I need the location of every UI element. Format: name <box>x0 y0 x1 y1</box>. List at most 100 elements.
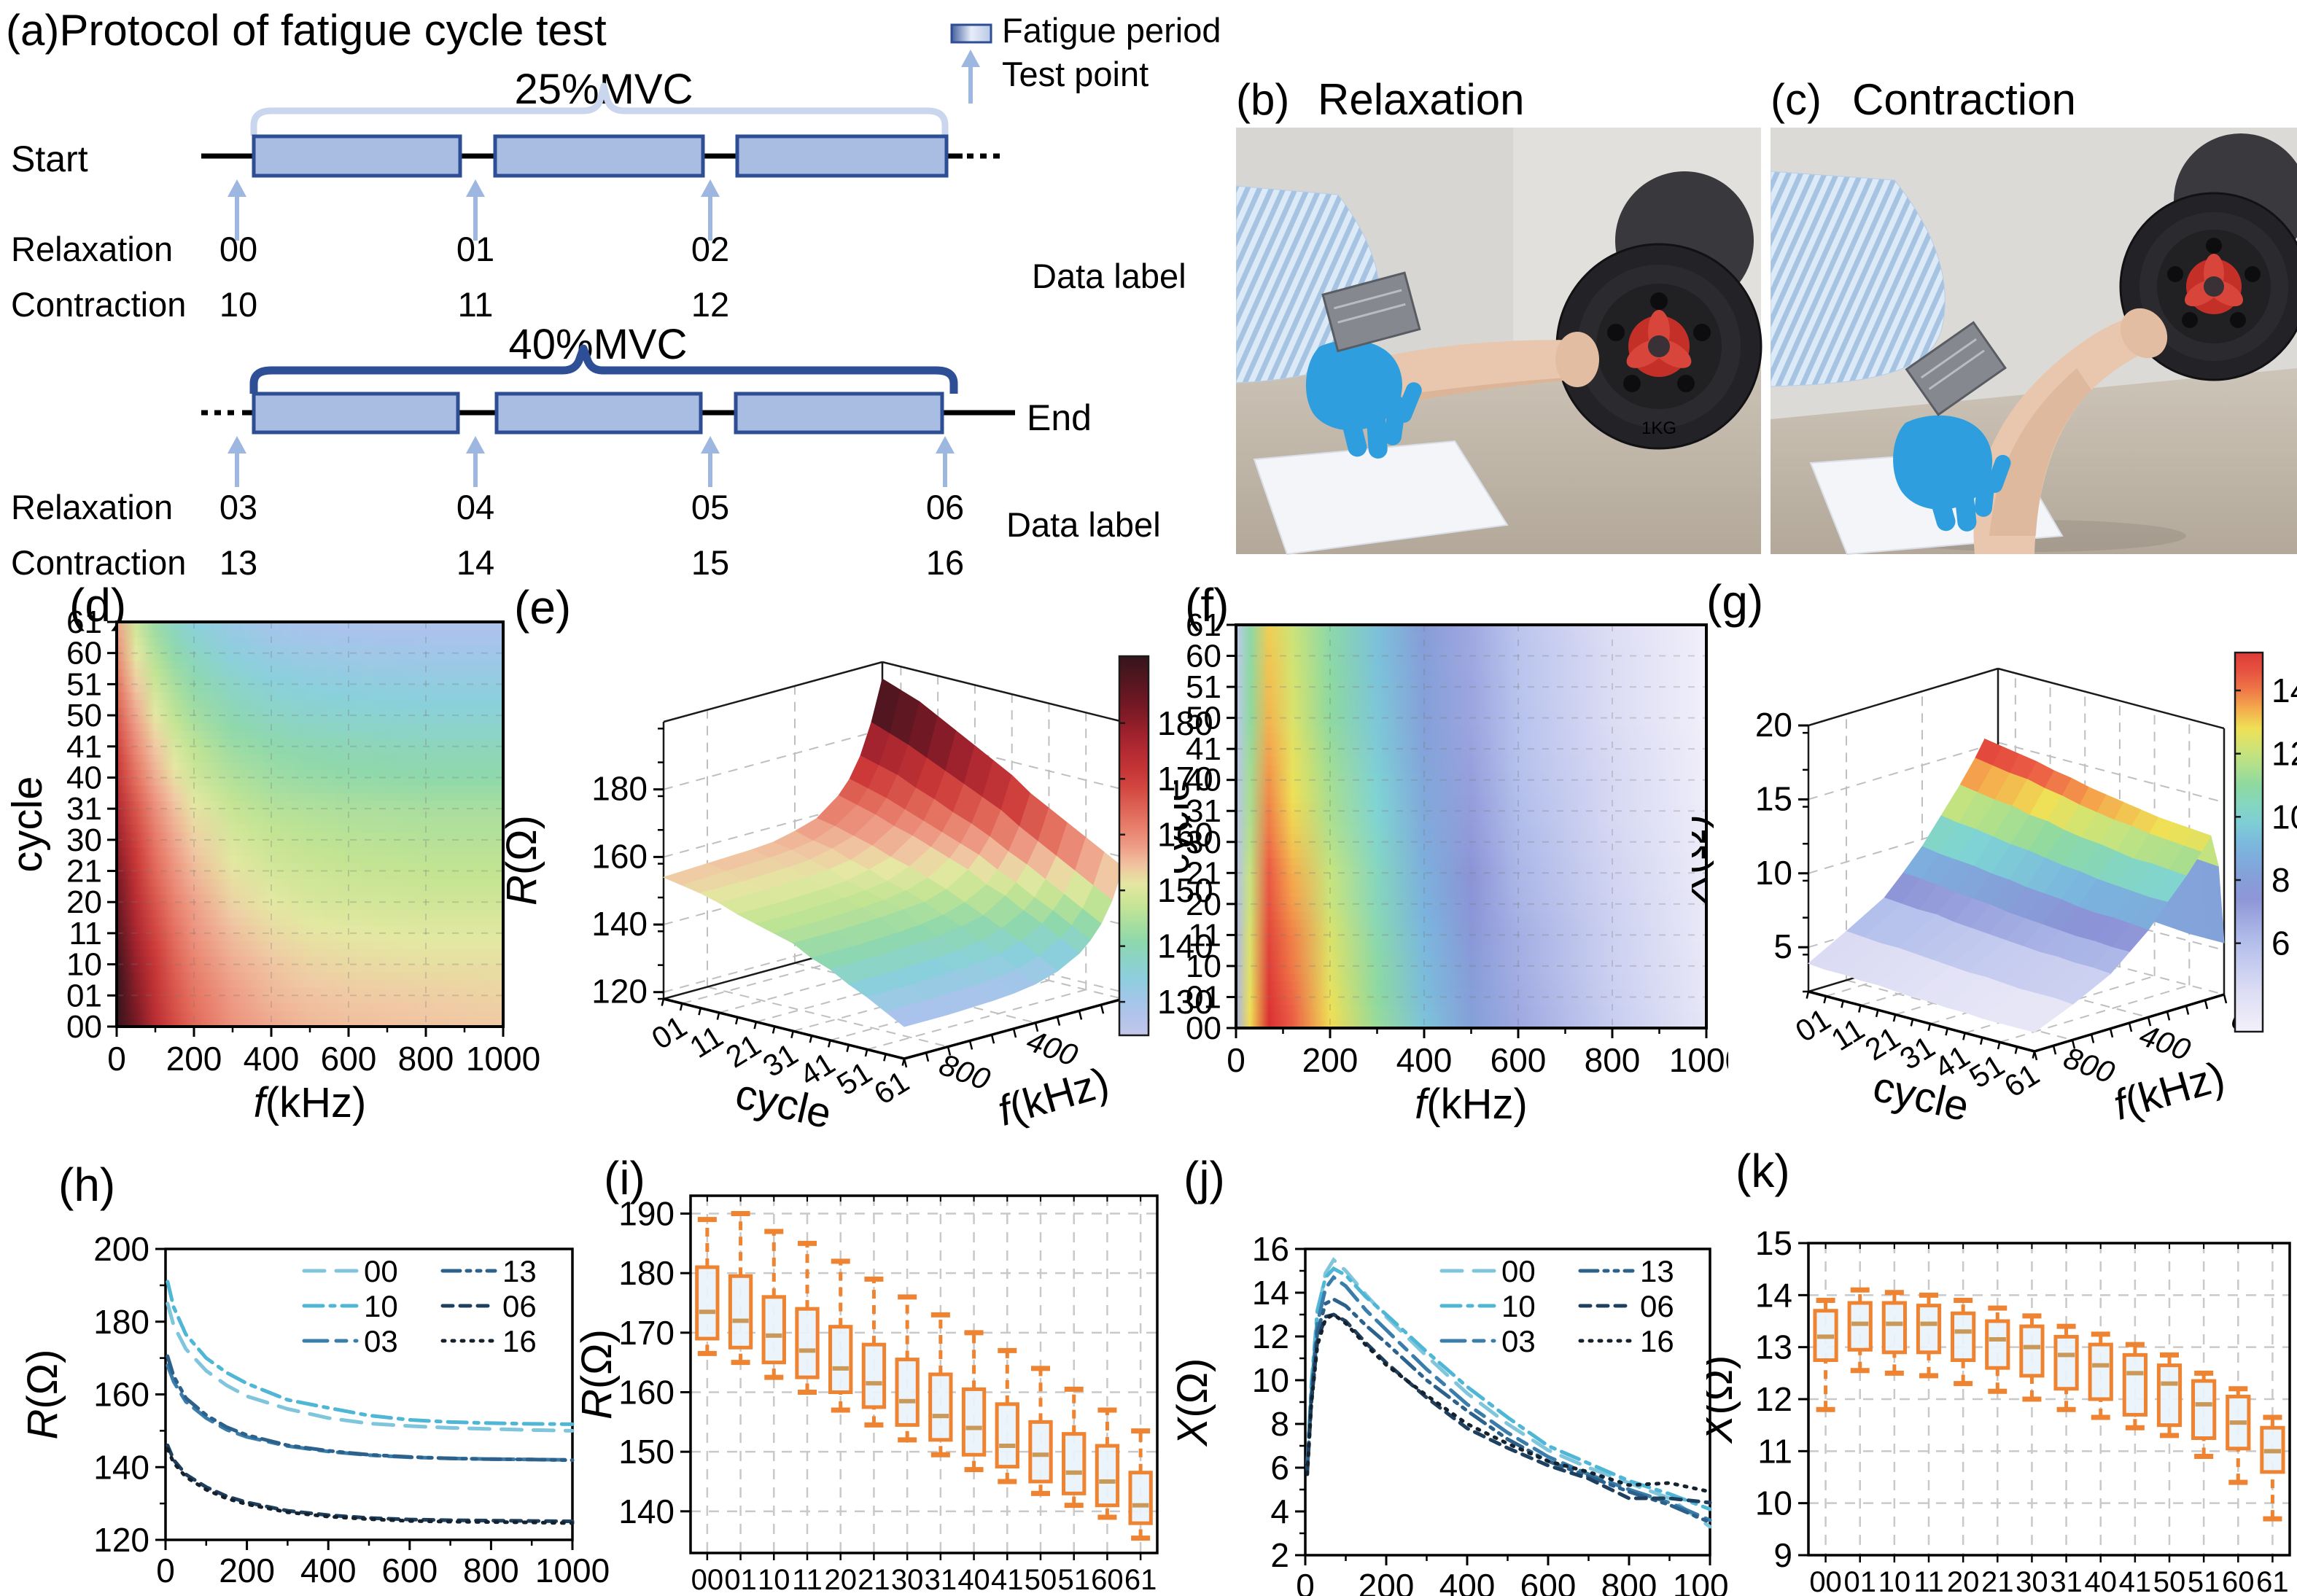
colorbar-tick-label: 8 <box>2271 861 2290 899</box>
x-cat-label: 60 <box>2222 1566 2255 1596</box>
y-tick-label: 12 <box>1252 1317 1289 1355</box>
y-tick-label: 170 <box>618 1314 675 1352</box>
colorbar <box>2234 651 2264 1033</box>
box-30 <box>2019 1324 2045 1378</box>
grid <box>1808 1243 2290 1555</box>
legend-label-03: 03 <box>1501 1324 1536 1358</box>
x-tick-label: 800 <box>398 1040 454 1078</box>
y-tick-label: 60 <box>1186 639 1221 674</box>
fatigue-period-boxes-row2 <box>252 392 944 435</box>
legend-test-point: Test point <box>1002 55 1148 93</box>
data-label-15: 15 <box>691 543 729 582</box>
forearm-shadow <box>1989 368 2091 536</box>
y-tick-label: 140 <box>93 1448 149 1486</box>
box-21 <box>861 1342 887 1409</box>
y-tick-label: 180 <box>618 1254 675 1292</box>
y-tick-label: 21 <box>66 854 102 890</box>
x-cat-label: 21 <box>858 1564 890 1596</box>
y-tick-label: 20 <box>1186 887 1221 922</box>
series <box>1305 1257 1712 1529</box>
y-tick-label: 150 <box>618 1433 675 1471</box>
cycle-tick-label: 51 <box>831 1055 878 1102</box>
x-cat-label: 00 <box>691 1564 724 1596</box>
series-13 <box>1305 1297 1712 1525</box>
panel-label: (f) <box>1185 579 1229 631</box>
y-tick-label: 61 <box>66 604 102 640</box>
axes: 120 140 160 180 200 0 200 400 600 800 1000 <box>93 1230 610 1589</box>
x-cat-label: 51 <box>1057 1564 1090 1596</box>
panel-c-photo-contraction: (c) Contraction <box>1771 75 2297 556</box>
legend-label-06: 06 <box>1640 1289 1674 1323</box>
x-tick-label: 1000 <box>535 1552 610 1589</box>
x-tick-label: 600 <box>1520 1567 1577 1596</box>
y-tick-label: 190 <box>618 1195 675 1233</box>
data-label-13: 13 <box>219 543 257 582</box>
x-tick-label: 600 <box>381 1552 438 1589</box>
disc-weight-text: 1KG <box>1641 419 1676 438</box>
heatmap-cells <box>1236 624 1706 1029</box>
colorbar-tick-label: 180 <box>1157 704 1213 742</box>
x-tick-label: 600 <box>321 1040 377 1078</box>
dumbbell-red-hub <box>1626 310 1692 377</box>
x-tick-label: 800 <box>463 1552 519 1589</box>
colorbar-tick-label: 160 <box>1157 816 1213 854</box>
x-cat-label: 40 <box>957 1564 990 1596</box>
panel-g-surface-X: (g)5101520011121314151618004000cyclef(kH… <box>1692 575 2297 1131</box>
x-tick-label: 0 <box>107 1040 126 1078</box>
cycle-tick-label: 01 <box>645 1009 693 1056</box>
data-label-06: 06 <box>926 488 964 526</box>
y-tick-label: 180 <box>93 1303 149 1341</box>
nitrile-glove <box>1893 415 2011 532</box>
x-tick-label: 600 <box>1490 1041 1547 1079</box>
x-tick-label: 1000 <box>466 1040 540 1078</box>
box-30 <box>895 1358 920 1427</box>
dumbbell-near-disc: 1KG <box>1555 243 1762 450</box>
y-tick-label: 21 <box>1186 855 1221 891</box>
nitrile-glove <box>1305 340 1422 459</box>
panel-i-box-R: (i) 140 150 160 170 180 190 00 01 10 11 20 21 30 31 40 4… <box>576 1152 1159 1596</box>
z-tick-label: 120 <box>591 973 648 1011</box>
y-tick-label: 30 <box>1186 825 1221 860</box>
axes: 140 150 160 170 180 190 00 01 10 11 20 21 30 31 40 41 50… <box>618 1195 1157 1596</box>
start-label: Start <box>11 139 88 179</box>
y-axis-title: cycle <box>1174 778 1198 874</box>
panel-c-title: Contraction <box>1852 75 2076 124</box>
x-cat-label: 61 <box>2256 1566 2289 1596</box>
series-13 <box>166 1354 575 1463</box>
colorbar-tick-label: 150 <box>1157 871 1213 909</box>
legend-label-10: 10 <box>1501 1289 1536 1323</box>
box-21 <box>1985 1319 2010 1370</box>
panel-label: (k) <box>1736 1145 1790 1197</box>
axis-title: R(Ω) <box>576 1329 621 1420</box>
y-tick-label: 00 <box>66 1009 102 1045</box>
y-tick-label: 200 <box>93 1230 149 1268</box>
z-tick-label: 10 <box>1755 854 1792 892</box>
box-31 <box>2053 1334 2079 1391</box>
data-label-16: 16 <box>926 543 964 582</box>
sensor-plate <box>1321 271 1421 353</box>
x-cat-label: 20 <box>1947 1566 1980 1596</box>
mvc40-label: 40%MVC <box>509 321 688 368</box>
x-cat-label: 10 <box>758 1564 790 1596</box>
x-cat-label: 50 <box>1025 1564 1057 1596</box>
y-tick-label: 41 <box>1186 731 1221 767</box>
colorbar <box>1118 655 1150 1037</box>
data-label-10: 10 <box>219 285 257 324</box>
heatmap-cells <box>117 621 503 1027</box>
y-tick-label: 61 <box>1186 607 1221 643</box>
x-cat-label: 31 <box>2050 1566 2083 1596</box>
surface-mesh <box>662 678 1124 1027</box>
data-label-05: 05 <box>691 488 729 526</box>
cycle-tick-label: 11 <box>1825 1011 1870 1057</box>
axis-title: X(Ω) <box>1692 814 1714 904</box>
y-tick-label: 10 <box>1755 1484 1792 1522</box>
y-tick-label: 120 <box>93 1521 149 1559</box>
boxes <box>1813 1287 2285 1522</box>
test-point-icon <box>961 50 980 104</box>
axis-title: f(kHz) <box>254 1079 367 1126</box>
legend-label-00: 00 <box>1501 1254 1536 1288</box>
panel-label: (h) <box>58 1159 115 1211</box>
data-label-01: 01 <box>456 230 494 268</box>
legend-label-16: 16 <box>1640 1324 1674 1358</box>
